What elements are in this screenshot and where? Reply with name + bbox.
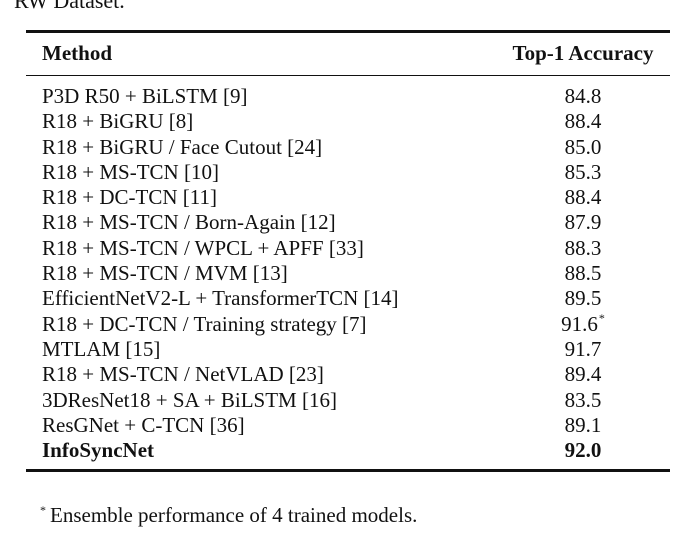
footnote-marker: *: [598, 311, 605, 326]
cell-accuracy: 88.3: [490, 236, 670, 261]
table-row: R18 + MS-TCN [10] 85.3: [26, 160, 670, 185]
cell-accuracy: 85.3: [490, 160, 670, 185]
cell-accuracy: 84.8: [490, 84, 670, 109]
table-header-rule: [26, 74, 670, 76]
caption-tail: RW Dataset.: [14, 0, 125, 13]
cell-method: R18 + MS-TCN / Born-Again [12]: [42, 210, 336, 235]
accuracy-value: 88.3: [564, 235, 602, 260]
table-row: R18 + DC-TCN / Training strategy [7] 91.6…: [26, 311, 670, 336]
table-row: R18 + MS-TCN / WPCL + APFF [33] 88.3: [26, 236, 670, 261]
table-top-rule: [26, 30, 670, 33]
cell-method: MTLAM [15]: [42, 336, 161, 361]
cell-method: R18 + DC-TCN [11]: [42, 185, 217, 210]
accuracy-value: 91.6: [561, 312, 598, 337]
accuracy-value: 88.4: [564, 185, 602, 210]
cell-accuracy: 87.9: [490, 210, 670, 235]
table-row: MTLAM [15] 91.7: [26, 337, 670, 362]
table-row: R18 + BiGRU [8] 88.4: [26, 109, 670, 134]
cell-method: P3D R50 + BiLSTM [9]: [42, 83, 248, 108]
table-row: R18 + DC-TCN [11] 88.4: [26, 185, 670, 210]
cell-method: R18 + MS-TCN / NetVLAD [23]: [42, 362, 324, 387]
cell-method: 3DResNet18 + SA + BiLSTM [16]: [42, 387, 337, 412]
accuracy-value: 89.1: [564, 412, 602, 437]
table-row: ResGNet + C-TCN [36] 89.1: [26, 413, 670, 438]
accuracy-value: 85.0: [564, 134, 602, 159]
accuracy-value: 88.5: [564, 261, 602, 286]
footnote-text: Ensemble performance of 4 trained models…: [50, 503, 418, 527]
accuracy-value: 88.4: [564, 109, 602, 134]
table-row: R18 + MS-TCN / Born-Again [12] 87.9: [26, 210, 670, 235]
cell-method: R18 + BiGRU / Face Cutout [24]: [42, 134, 323, 159]
table-row: R18 + MS-TCN / MVM [13] 88.5: [26, 261, 670, 286]
accuracy-value: 89.4: [564, 362, 602, 387]
accuracy-value: 83.5: [564, 387, 602, 412]
accuracy-value: 84.8: [564, 83, 602, 108]
table-row: R18 + MS-TCN / NetVLAD [23] 89.4: [26, 362, 670, 387]
cell-accuracy: 89.1: [490, 413, 670, 438]
accuracy-value: 89.5: [564, 286, 602, 311]
accuracy-value: 87.9: [564, 210, 602, 235]
cell-method: R18 + DC-TCN / Training strategy [7]: [42, 311, 367, 336]
table-row: R18 + BiGRU / Face Cutout [24] 85.0: [26, 134, 670, 159]
cell-method: R18 + MS-TCN / MVM [13]: [42, 261, 288, 286]
table-row: EfficientNetV2-L + TransformerTCN [14] 89…: [26, 286, 670, 311]
footnote: * Ensemble performance of 4 trained model…: [40, 503, 417, 528]
footnote-marker: *: [40, 503, 46, 517]
cell-accuracy: 91.7: [490, 337, 670, 362]
results-table: Method Top-1 Accuracy P3D R50 + BiLSTM […: [26, 30, 670, 472]
cell-accuracy: 89.5: [490, 286, 670, 311]
cell-accuracy: 88.4: [490, 185, 670, 210]
table-row: InfoSyncNet 92.0: [26, 438, 670, 463]
accuracy-value: 85.3: [564, 159, 602, 184]
cell-method: ResGNet + C-TCN [36]: [42, 412, 245, 437]
table-bottom-rule: [26, 469, 670, 472]
header-method: Method: [42, 41, 112, 65]
cell-method: R18 + MS-TCN [10]: [42, 159, 219, 184]
cell-method: R18 + BiGRU [8]: [42, 109, 194, 134]
cell-accuracy: 83.5: [490, 388, 670, 413]
cell-method: R18 + MS-TCN / WPCL + APFF [33]: [42, 235, 364, 260]
accuracy-value: 92.0: [564, 438, 602, 463]
cell-accuracy: 85.0: [490, 135, 670, 160]
cell-accuracy: 88.5: [490, 261, 670, 286]
accuracy-value: 91.7: [564, 336, 602, 361]
cell-accuracy: 88.4: [490, 109, 670, 134]
table-body: P3D R50 + BiLSTM [9] 84.8 R18 + BiGRU [8] 8…: [26, 76, 670, 469]
table-row: 3DResNet18 + SA + BiLSTM [16] 83.5: [26, 387, 670, 412]
table-row: P3D R50 + BiLSTM [9] 84.8: [26, 84, 670, 109]
cell-accuracy: 89.4: [490, 362, 670, 387]
table-header: Method Top-1 Accuracy: [26, 33, 670, 75]
header-accuracy: Top-1 Accuracy: [512, 41, 654, 65]
cell-method: EfficientNetV2-L + TransformerTCN [14]: [42, 286, 399, 311]
cell-method: InfoSyncNet: [42, 438, 155, 463]
cell-accuracy: 91.6*: [490, 311, 670, 337]
cell-accuracy: 92.0: [490, 438, 670, 463]
